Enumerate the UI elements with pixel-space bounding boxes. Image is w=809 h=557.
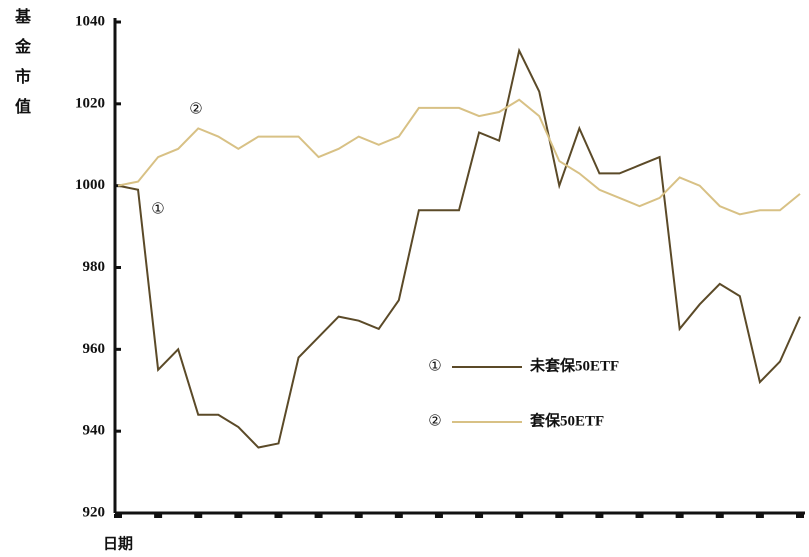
line xyxy=(117,98,801,216)
legend-label: 套保50ETF xyxy=(529,411,604,429)
legend-label: 未套保50ETF xyxy=(529,356,619,374)
x-tick xyxy=(715,514,724,518)
x-tick xyxy=(234,514,243,518)
x-tick xyxy=(434,514,443,518)
x-tick xyxy=(635,514,644,518)
y-tick-label: 1040 xyxy=(75,13,105,29)
x-tick xyxy=(394,514,403,518)
x-tick xyxy=(595,514,604,518)
y-tick-label: 1020 xyxy=(75,95,105,111)
y-tick-label: 960 xyxy=(83,341,106,357)
series-annotation: ① xyxy=(151,201,164,217)
x-tick xyxy=(555,514,564,518)
y-tick-label: 940 xyxy=(83,423,106,439)
x-tick xyxy=(675,514,684,518)
x-tick xyxy=(354,514,363,518)
y-tick-label: 1000 xyxy=(75,177,105,193)
x-tick xyxy=(796,514,804,518)
y-axis-title: 基金市值 xyxy=(12,8,29,128)
x-tick xyxy=(194,514,203,518)
x-axis-title: 日期 xyxy=(103,534,133,552)
x-tick xyxy=(314,514,323,518)
x-tick xyxy=(475,514,484,518)
x-tick xyxy=(515,514,524,518)
x-tick xyxy=(114,514,122,518)
x-tick xyxy=(755,514,764,518)
y-tick-label: 980 xyxy=(83,259,106,275)
y-tick-label: 920 xyxy=(83,504,106,520)
line xyxy=(117,47,801,449)
x-tick xyxy=(154,514,163,518)
series-annotation: ② xyxy=(189,101,202,117)
legend-marker-label: ② xyxy=(428,413,441,429)
legend-marker-label: ① xyxy=(428,358,441,374)
x-tick xyxy=(274,514,283,518)
